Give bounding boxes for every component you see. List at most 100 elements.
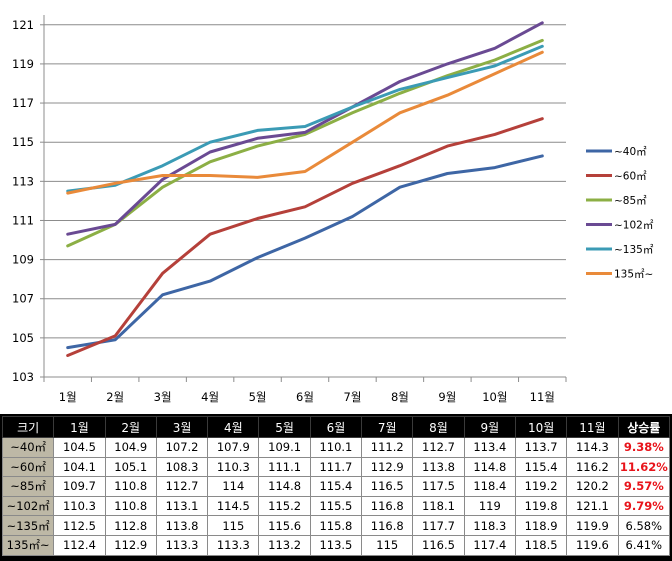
table-header-cell: 5월 <box>258 416 311 438</box>
legend-label-0: ~40㎡ <box>614 146 647 158</box>
y-tick-label: 115 <box>12 135 34 149</box>
table-cell: 121.1 <box>566 495 619 517</box>
x-tick-labels: 1월 2월 3월 4월 5월 6월 7월 8월 9월 10월 11월 <box>59 390 555 404</box>
table-cell: 110.8 <box>104 476 157 497</box>
table-cell: 113.3 <box>155 534 209 556</box>
x-tick-label: 2월 <box>106 390 124 404</box>
axes <box>40 15 567 382</box>
row-label: ~102㎡ <box>1 495 55 517</box>
table-cell: 115.4 <box>309 476 363 497</box>
table-header-cell: 8월 <box>412 416 465 438</box>
table-cell: 115.8 <box>309 515 363 536</box>
table-cell: 119.2 <box>514 476 568 497</box>
table-cell: 113.4 <box>463 437 516 458</box>
table-cell: 119.8 <box>514 495 568 517</box>
table-cell: 110.3 <box>207 456 260 478</box>
series-lines <box>66 21 544 357</box>
table-cell: 113.5 <box>309 534 363 556</box>
table-cell: 110.1 <box>309 437 363 458</box>
table-row: ~135㎡ 112.5 112.8 113.8 115 115.6 115.8 116.8 11… <box>1 515 671 536</box>
table-cell: 110.8 <box>104 495 157 517</box>
x-tick-label: 10월 <box>482 390 507 404</box>
table-cell: 115.5 <box>309 495 363 517</box>
table-row: ~85㎡ 109.7 110.8 112.7 114 114.8 115.4 116.5 117… <box>1 476 671 497</box>
table-cell: 104.5 <box>53 437 106 458</box>
table-cell: 112.5 <box>53 515 106 536</box>
table-header-cell: 크기 <box>1 416 55 438</box>
y-tick-label: 119 <box>12 57 34 71</box>
data-table: 크기 1월 2월 3월 4월 5월 6월 7월 8월 9월 10월 11월 상승률 ~40㎡ 104.5 10… <box>1 416 671 556</box>
table-cell: 105.1 <box>104 456 157 478</box>
table-header-cell: 9월 <box>463 416 516 438</box>
table-cell: 118.1 <box>412 495 465 517</box>
table-cell: 112.4 <box>53 534 106 556</box>
table-cell: 115.2 <box>258 495 311 517</box>
table-cell: 115.4 <box>514 456 568 478</box>
series-line-5 <box>66 50 544 195</box>
table-header-cell: 상승률 <box>617 416 671 438</box>
table-header-cell: 6월 <box>309 416 363 438</box>
row-label: ~60㎡ <box>1 456 55 478</box>
table-cell: 109.7 <box>53 476 106 497</box>
table-row: ~60㎡ 104.1 105.1 108.3 110.3 111.1 111.7 112.9 1… <box>1 456 671 478</box>
table-cell: 112.7 <box>155 476 209 497</box>
series-line-2 <box>66 38 544 248</box>
table-cell: 115 <box>361 534 414 556</box>
rate-cell: 6.58% <box>617 515 671 536</box>
table-cell: 118.4 <box>463 476 516 497</box>
table-row: 135㎡~ 112.4 112.9 113.3 113.3 113.2 113.5 115 11… <box>1 534 671 556</box>
table-cell: 115 <box>207 515 260 536</box>
table-cell: 104.9 <box>104 437 157 458</box>
y-tick-label: 105 <box>12 331 34 345</box>
rate-cell: 11.62% <box>617 456 671 478</box>
table-cell: 107.9 <box>207 437 260 458</box>
series-line-3 <box>66 21 544 236</box>
x-tick-label: 4월 <box>201 390 219 404</box>
table-cell: 113.8 <box>155 515 209 536</box>
table-cell: 116.8 <box>361 495 414 517</box>
x-tick-label: 6월 <box>296 390 314 404</box>
table-cell: 111.7 <box>309 456 363 478</box>
x-tick-label: 8월 <box>391 390 409 404</box>
x-tick-label: 7월 <box>344 390 362 404</box>
table-header-cell: 7월 <box>361 416 414 438</box>
table-cell: 114.5 <box>207 495 260 517</box>
legend-label-1: ~60㎡ <box>614 171 647 183</box>
data-table-container: 크기 1월 2월 3월 4월 5월 6월 7월 8월 9월 10월 11월 상승률 ~40㎡ 104.5 10… <box>0 414 672 561</box>
table-header-cell: 2월 <box>104 416 157 438</box>
table-cell: 117.7 <box>412 515 465 536</box>
table-cell: 117.4 <box>463 534 516 556</box>
table-cell: 112.9 <box>104 534 157 556</box>
row-label: ~85㎡ <box>1 476 55 497</box>
x-tick-label: 9월 <box>438 390 456 404</box>
legend-label-4: ~135㎡ <box>614 244 654 256</box>
table-header-cell: 3월 <box>155 416 209 438</box>
table-cell: 110.3 <box>53 495 106 517</box>
table-header-cell: 10월 <box>514 416 568 438</box>
table-cell: 115.6 <box>258 515 311 536</box>
table-header-row: 크기 1월 2월 3월 4월 5월 6월 7월 8월 9월 10월 11월 상승률 <box>1 416 671 438</box>
table-cell: 112.8 <box>104 515 157 536</box>
legend-label-2: ~85㎡ <box>614 195 647 207</box>
table-cell: 109.1 <box>258 437 311 458</box>
table-cell: 120.2 <box>566 476 619 497</box>
table-cell: 119 <box>463 495 516 517</box>
row-label: ~40㎡ <box>1 437 55 458</box>
rate-cell: 6.41% <box>617 534 671 556</box>
table-cell: 104.1 <box>53 456 106 478</box>
x-tick-label: 3월 <box>154 390 172 404</box>
table-cell: 111.1 <box>258 456 311 478</box>
table-cell: 114 <box>207 476 260 497</box>
table-header-cell: 1월 <box>53 416 106 438</box>
table-cell: 113.3 <box>207 534 260 556</box>
y-tick-label: 109 <box>12 253 34 267</box>
table-cell: 116.5 <box>361 476 414 497</box>
table-row: ~40㎡ 104.5 104.9 107.2 107.9 109.1 110.1 111.2 1… <box>1 437 671 458</box>
legend-label-5: 135㎡~ <box>614 269 653 281</box>
legend-label-3: ~102㎡ <box>614 220 654 232</box>
x-tick-label: 5월 <box>249 390 267 404</box>
rate-cell: 9.38% <box>617 437 671 458</box>
y-tick-label: 111 <box>12 213 34 227</box>
table-cell: 113.2 <box>258 534 311 556</box>
table-header-cell: 11월 <box>566 416 619 438</box>
